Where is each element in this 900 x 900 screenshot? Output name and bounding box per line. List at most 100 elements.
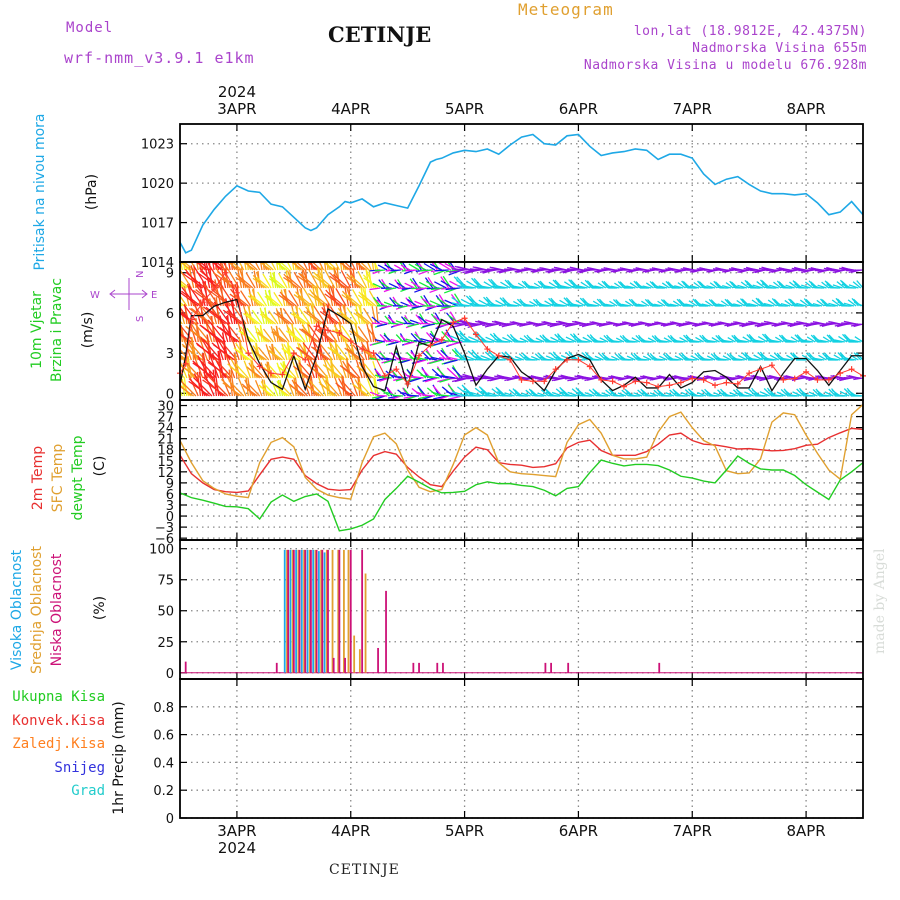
wind-arrow (296, 288, 302, 307)
wind-arrow (610, 285, 620, 289)
wind-arrow (247, 295, 263, 307)
wind-arrow (821, 394, 832, 397)
wind-arrow (329, 275, 347, 289)
wind-arrow (410, 281, 422, 289)
wind-arrow (615, 337, 625, 343)
wind-arrow (180, 278, 183, 289)
wind-arrow (780, 303, 791, 307)
wind-arrow (431, 262, 438, 271)
wind-arrow (455, 331, 468, 343)
wind-arrow (517, 282, 527, 289)
wind-arrow (543, 358, 554, 361)
wind-arrow (659, 355, 668, 361)
gust-marker (541, 378, 548, 385)
wind-arrow (478, 299, 490, 307)
wind-arrow (741, 394, 752, 397)
ytick-label: 18 (157, 444, 174, 459)
wind-arrow (301, 328, 320, 343)
wind-arrow (704, 300, 714, 307)
wind-arrow (824, 391, 834, 397)
pressure-line (179, 133, 864, 254)
wind-gust-line (179, 271, 864, 388)
wind-arrow (371, 306, 377, 325)
wind-arrow (415, 287, 429, 291)
wind-arrow (348, 330, 365, 343)
ytick-label: 21 (157, 433, 174, 448)
xtick-label-bottom: 7APR (673, 822, 712, 840)
wind-arrow (188, 380, 210, 397)
wind-arrow (502, 336, 513, 343)
wind-arrow (495, 299, 506, 307)
wind-arrow (498, 340, 511, 343)
wind-arrow (387, 322, 399, 325)
ytick-label: 1017 (141, 217, 174, 232)
wind-arrow (639, 358, 650, 361)
wind-arrow (413, 339, 426, 343)
ytick-label: 50 (157, 605, 174, 620)
wind-arrow (706, 355, 716, 361)
wind-arrow (373, 296, 381, 307)
wind-arrow (276, 362, 284, 379)
wind-arrow (383, 301, 395, 307)
wind-arrow (252, 277, 267, 289)
wind-arrow (262, 273, 272, 289)
wind-arrow (373, 262, 379, 271)
wind-arrow (243, 360, 252, 379)
wind-arrow (366, 323, 372, 343)
wind-arrow (262, 262, 265, 271)
wind-arrow (390, 395, 402, 400)
wind-arrow (346, 276, 363, 289)
gust-marker (757, 366, 764, 373)
wind-arrow (452, 391, 468, 397)
wind-arrow (212, 262, 215, 271)
wind-arrow (530, 322, 540, 325)
wind-arrow (290, 312, 306, 325)
wind-arrow (500, 281, 511, 289)
pressure-unit: (hPa) (84, 174, 100, 210)
wind-arrow (438, 262, 452, 271)
wind-arrow (576, 322, 588, 325)
wind-arrow (312, 275, 331, 289)
wind-arrow (441, 375, 456, 379)
gust-marker (302, 356, 309, 363)
wind-arrow (530, 285, 540, 289)
wind-arrow (720, 300, 730, 307)
wind-arrow (836, 281, 846, 289)
wind-arrow (336, 311, 354, 325)
wind-arrow (752, 284, 764, 289)
wind-arrow (374, 269, 385, 272)
gust-marker (780, 376, 787, 383)
compass-e: E (151, 290, 157, 301)
wind-arrow (278, 262, 281, 271)
panel-frame (179, 399, 864, 541)
wind-arrow (326, 262, 329, 271)
wind-arrow (621, 389, 629, 397)
wind-arrow (748, 388, 757, 397)
wind-arrow (763, 302, 775, 307)
wind-arrow (417, 322, 431, 325)
wind-arrow (288, 330, 304, 343)
wind-arrow (801, 284, 811, 289)
wind-arrow (180, 301, 185, 307)
wind-arrow (183, 285, 190, 307)
wind-arrow (271, 331, 286, 343)
wind-arrow (831, 299, 841, 307)
wind-arrow (273, 346, 286, 361)
wind-arrow (190, 337, 195, 361)
wind-arrow (594, 285, 604, 289)
wind-arrow (754, 376, 766, 379)
wind-arrow (789, 394, 800, 397)
wind-arrow (665, 392, 675, 397)
wind-arrow (674, 355, 684, 361)
wind-arrow (361, 293, 377, 307)
wind-arrow (405, 395, 417, 400)
wind-arrow (380, 281, 390, 289)
cloud-unit: (%) (92, 596, 108, 620)
legend-zaledj-kisa: Zaledj.Kisa (12, 736, 105, 752)
wind-arrow (238, 275, 254, 289)
wind-arrow (514, 355, 525, 361)
wind-arrow (330, 357, 336, 379)
wind-arrow (327, 292, 345, 307)
wind-arrow (830, 357, 841, 361)
wind-arrow (238, 338, 245, 361)
